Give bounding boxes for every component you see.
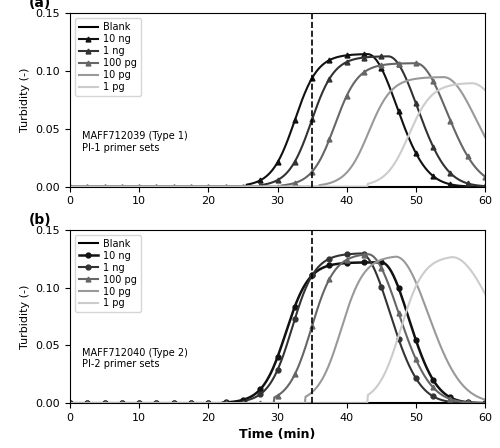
1 pg: [67, 401, 73, 406]
Text: MAFF712039 (Type 1)
PI-1 primer sets: MAFF712039 (Type 1) PI-1 primer sets: [82, 131, 188, 153]
Blank: [482, 401, 488, 406]
Blank: [174, 401, 180, 406]
Line: 1 pg: 1 pg: [70, 83, 485, 187]
Legend: Blank, 10 ng, 1 ng, 100 pg, 10 pg, 1 pg: Blank, 10 ng, 1 ng, 100 pg, 10 pg, 1 pg: [75, 235, 141, 312]
Text: (a): (a): [28, 0, 51, 10]
1 pg: [482, 87, 488, 93]
1 pg: [482, 291, 488, 297]
1 pg: [140, 401, 146, 406]
1 pg: [67, 184, 73, 190]
Blank: [67, 184, 73, 190]
10 pg: [440, 74, 446, 80]
10 pg: [344, 308, 350, 313]
Line: 1 pg: 1 pg: [70, 257, 485, 403]
Text: MAFF712040 (Type 2)
PI-2 primer sets: MAFF712040 (Type 2) PI-2 primer sets: [82, 348, 188, 369]
Line: 10 pg: 10 pg: [70, 77, 485, 187]
10 pg: [255, 184, 261, 190]
10 pg: [174, 184, 180, 190]
10 pg: [344, 169, 350, 175]
1 pg: [140, 184, 146, 190]
10 pg: [392, 254, 398, 259]
10 pg: [67, 401, 73, 406]
1 pg: [469, 81, 475, 86]
10 pg: [174, 401, 180, 406]
Line: 10 pg: 10 pg: [70, 257, 485, 403]
Blank: [255, 401, 261, 406]
Blank: [140, 184, 146, 190]
1 pg: [312, 401, 318, 406]
10 pg: [140, 401, 146, 406]
Blank: [67, 401, 73, 406]
Blank: [174, 184, 180, 190]
1 pg: [344, 401, 350, 406]
Y-axis label: Turbidity (-): Turbidity (-): [20, 68, 30, 132]
Blank: [380, 401, 386, 406]
10 pg: [255, 401, 261, 406]
1 pg: [255, 184, 261, 190]
1 pg: [174, 184, 180, 190]
Blank: [344, 401, 350, 406]
X-axis label: Time (min): Time (min): [240, 428, 316, 441]
1 pg: [255, 401, 261, 406]
1 pg: [380, 375, 386, 380]
Legend: Blank, 10 ng, 1 ng, 100 pg, 10 pg, 1 pg: Blank, 10 ng, 1 ng, 100 pg, 10 pg, 1 pg: [75, 18, 141, 96]
1 pg: [344, 184, 350, 190]
Blank: [482, 184, 488, 190]
1 pg: [174, 401, 180, 406]
10 pg: [482, 397, 488, 402]
10 pg: [380, 100, 386, 105]
10 pg: [312, 184, 318, 190]
Blank: [344, 184, 350, 190]
10 pg: [312, 387, 318, 392]
Y-axis label: Turbidity (-): Turbidity (-): [20, 284, 30, 349]
Blank: [312, 184, 318, 190]
10 pg: [67, 184, 73, 190]
Blank: [312, 401, 318, 406]
Blank: [255, 184, 261, 190]
10 pg: [380, 257, 386, 262]
1 pg: [450, 254, 456, 260]
10 pg: [140, 184, 146, 190]
Blank: [140, 401, 146, 406]
Blank: [380, 184, 386, 190]
10 pg: [482, 134, 488, 140]
1 pg: [312, 184, 318, 190]
Text: (b): (b): [28, 212, 51, 227]
1 pg: [380, 174, 386, 180]
